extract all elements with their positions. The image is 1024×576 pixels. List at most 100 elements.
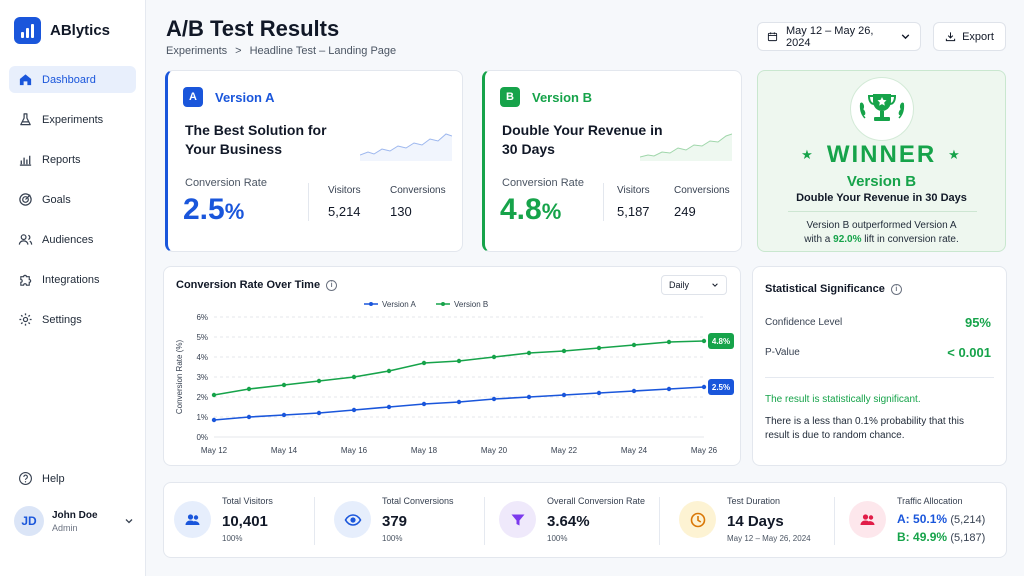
brand-name: ABlytics bbox=[50, 22, 111, 39]
sidebar-item-label: Dashboard bbox=[42, 73, 96, 86]
sidebar-nav: Dashboard Experiments Reports Goals Audi… bbox=[9, 66, 136, 346]
significance-title-text: Statistical Significance bbox=[765, 283, 885, 295]
brand[interactable]: ABlytics bbox=[14, 17, 110, 44]
info-icon[interactable]: i bbox=[890, 283, 902, 295]
info-icon[interactable]: i bbox=[326, 279, 338, 291]
end-label-badge bbox=[708, 379, 734, 395]
help-icon bbox=[19, 472, 32, 485]
winner-version: Version B bbox=[846, 173, 917, 190]
data-point bbox=[631, 342, 637, 348]
winner-title: ★ WINNER ★ bbox=[758, 141, 1005, 169]
divider bbox=[765, 377, 994, 378]
data-point bbox=[666, 386, 672, 392]
sidebar-item-reports[interactable]: Reports bbox=[9, 146, 136, 173]
puzzle-icon bbox=[20, 274, 32, 286]
data-point bbox=[701, 338, 707, 344]
data-point bbox=[211, 417, 217, 423]
clock-icon bbox=[679, 501, 716, 538]
sidebar-item-audiences[interactable]: Audiences bbox=[9, 226, 136, 253]
funnel-icon bbox=[499, 501, 536, 538]
version-a-conversions-label: Conversions bbox=[390, 185, 446, 196]
data-point bbox=[491, 354, 497, 360]
trophy-icon bbox=[859, 94, 905, 121]
users-icon bbox=[849, 501, 886, 538]
data-point bbox=[316, 410, 322, 416]
version-a-cr-unit: % bbox=[224, 199, 245, 224]
sidebar-item-goals[interactable]: Goals bbox=[9, 186, 136, 213]
trophy-badge bbox=[850, 77, 914, 141]
data-point bbox=[596, 345, 602, 351]
users-icon bbox=[174, 501, 211, 538]
sidebar-item-experiments[interactable]: Experiments bbox=[9, 106, 136, 133]
version-b-visitors: 5,187 bbox=[617, 204, 650, 219]
series-line-b bbox=[213, 340, 705, 396]
y-tick-label: 0% bbox=[196, 433, 208, 442]
version-b-sparkline bbox=[640, 133, 732, 161]
sidebar-item-label: Goals bbox=[42, 193, 71, 206]
version-b-conversions-label: Conversions bbox=[674, 185, 730, 196]
version-a-card: A Version A The Best Solution for Your B… bbox=[165, 70, 463, 252]
data-point bbox=[491, 396, 497, 402]
sidebar-item-integrations[interactable]: Integrations bbox=[9, 266, 136, 293]
allocation-b: B: 49.9% (5,187) bbox=[897, 530, 985, 544]
date-range-picker[interactable]: May 12 – May 26, 2024 bbox=[757, 22, 921, 51]
stat-sub: 100% bbox=[382, 534, 403, 543]
winner-description: Version B outperformed Version A with a … bbox=[758, 219, 1005, 247]
sidebar-item-label: Integrations bbox=[42, 273, 100, 286]
page-title: A/B Test Results bbox=[166, 16, 340, 41]
legend-marker bbox=[369, 302, 373, 306]
date-range-label: May 12 – May 26, 2024 bbox=[786, 24, 874, 49]
version-b-conversions: 249 bbox=[674, 204, 696, 219]
sidebar-item-label: Settings bbox=[42, 313, 82, 326]
winner-desc-line2: with a 92.0% lift in conversion rate. bbox=[758, 233, 1005, 247]
data-point bbox=[246, 386, 252, 392]
user-menu[interactable]: JD John Doe Admin bbox=[14, 506, 134, 536]
allocation-b-key: B: bbox=[897, 530, 910, 544]
breadcrumb-separator: > bbox=[235, 45, 242, 57]
export-button[interactable]: Export bbox=[933, 22, 1006, 51]
stat-sub: 100% bbox=[222, 534, 243, 543]
breadcrumb-experiments[interactable]: Experiments bbox=[166, 45, 228, 57]
stat-label: Test Duration bbox=[727, 496, 781, 506]
allocation-a-pct: 50.1% bbox=[913, 512, 948, 526]
conversion-chart-card: 0% 1% 2% 3% 4% 5% 6% Conversion Rate (%) May 12 M… bbox=[163, 266, 741, 466]
data-point bbox=[386, 404, 392, 410]
stat-traffic-allocation: Traffic Allocation A: 50.1% (5,214) B: 4… bbox=[839, 483, 1007, 559]
y-tick-label: 6% bbox=[196, 313, 208, 322]
help-link[interactable]: Help bbox=[18, 471, 65, 486]
bar-chart-icon bbox=[19, 155, 32, 166]
y-tick-label: 1% bbox=[196, 413, 208, 422]
sidebar-item-settings[interactable]: Settings bbox=[9, 306, 136, 333]
x-tick-label: May 18 bbox=[411, 446, 438, 455]
export-label: Export bbox=[962, 30, 994, 43]
version-b-visitors-label: Visitors bbox=[617, 185, 650, 196]
data-point bbox=[316, 378, 322, 384]
sidebar: ABlytics Dashboard Experiments Reports G… bbox=[0, 0, 146, 576]
version-b-cr-unit: % bbox=[541, 199, 562, 224]
data-point bbox=[631, 388, 637, 394]
data-point bbox=[281, 382, 287, 388]
x-tick-label: May 12 bbox=[201, 446, 228, 455]
winner-lift: 92.0% bbox=[833, 234, 862, 245]
version-b-cr-value: 4.8% bbox=[500, 193, 561, 227]
star-icon: ★ bbox=[801, 147, 815, 162]
end-label: 2.5% bbox=[712, 383, 730, 392]
chevron-down-icon bbox=[901, 34, 910, 40]
stat-sub: May 12 – May 26, 2024 bbox=[727, 534, 811, 543]
version-a-conversions: 130 bbox=[390, 204, 412, 219]
data-point bbox=[526, 350, 532, 356]
version-b-badge: B bbox=[500, 87, 520, 107]
confidence-value: 95% bbox=[964, 315, 991, 330]
y-tick-label: 3% bbox=[196, 373, 208, 382]
x-tick-label: May 22 bbox=[551, 446, 578, 455]
target-icon bbox=[19, 193, 32, 206]
interval-select[interactable]: Daily bbox=[661, 275, 727, 295]
significance-title: Statistical Significance i bbox=[765, 283, 902, 295]
stat-label: Total Visitors bbox=[222, 496, 273, 506]
data-point bbox=[281, 412, 287, 418]
version-a-headline: The Best Solution for Your Business bbox=[185, 122, 327, 157]
sidebar-item-dashboard[interactable]: Dashboard bbox=[9, 66, 136, 93]
chart-title: Conversion Rate Over Time i bbox=[176, 279, 338, 291]
interval-value: Daily bbox=[669, 280, 690, 290]
y-axis-label: Conversion Rate (%) bbox=[175, 340, 184, 415]
